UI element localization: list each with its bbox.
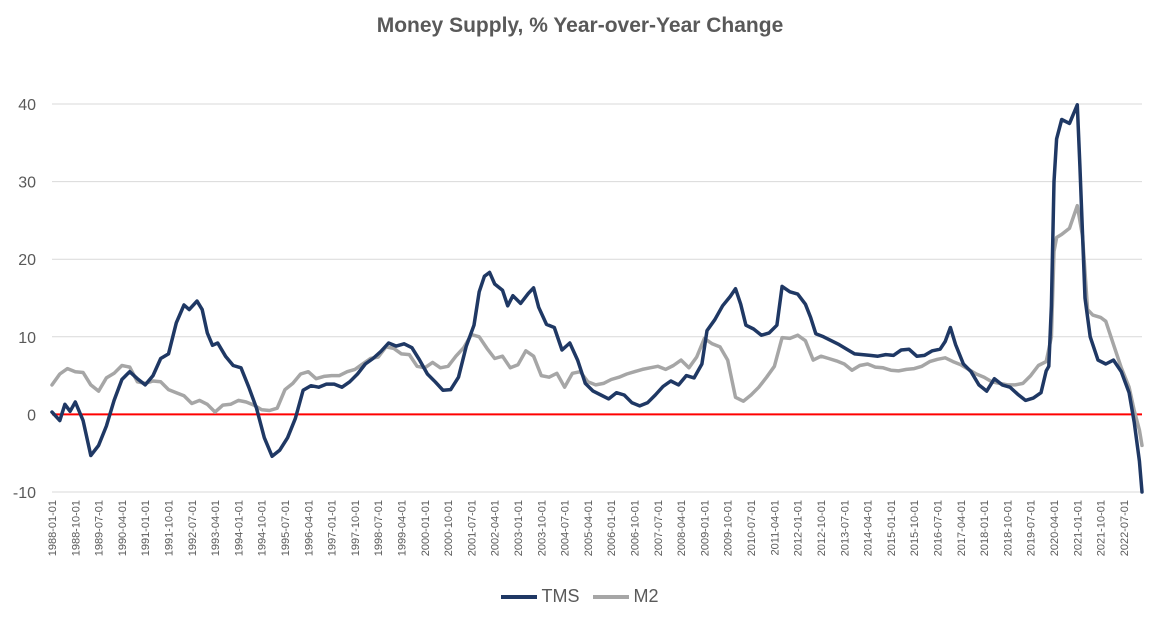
x-tick-label: 1994-01-01 — [233, 500, 245, 556]
x-tick-label: 2012-01-01 — [793, 500, 805, 556]
x-tick-label: 2002-04-01 — [490, 500, 502, 556]
x-tick-label: 2012-10-01 — [816, 500, 828, 556]
x-tick-label: 1991-10-01 — [164, 500, 176, 556]
x-tick-label: 1990-04-01 — [117, 500, 129, 556]
x-tick-label: 1991-01-01 — [140, 500, 152, 556]
x-tick-label: 2019-07-01 — [1026, 500, 1038, 556]
legend: TMS M2 — [0, 586, 1160, 607]
x-tick-label: 1994-10-01 — [257, 500, 269, 556]
x-tick-label: 1997-01-01 — [327, 500, 339, 556]
y-axis-ticks: -10 0 10 20 30 40 — [13, 97, 36, 502]
x-tick-label: 2009-10-01 — [723, 500, 735, 556]
series-lines — [50, 103, 1144, 494]
legend-swatch-m2 — [593, 594, 630, 599]
y-tick-label: 10 — [18, 330, 36, 347]
x-tick-label: 1997-10-01 — [350, 500, 362, 556]
x-tick-label: 2018-01-01 — [979, 500, 991, 556]
x-tick-label: 2015-01-01 — [886, 500, 898, 556]
x-tick-label: 2017-04-01 — [956, 500, 968, 556]
y-tick-label: 40 — [18, 97, 36, 114]
x-tick-label: 2022-07-01 — [1119, 500, 1131, 556]
x-tick-label: 1992-07-01 — [187, 500, 199, 556]
x-tick-label: 2021-10-01 — [1096, 500, 1108, 556]
legend-item-m2: M2 — [593, 586, 659, 607]
legend-label-m2: M2 — [633, 586, 659, 606]
legend-item-tms: TMS — [501, 586, 579, 607]
x-tick-label: 2008-04-01 — [676, 500, 688, 556]
x-tick-label: 2021-01-01 — [1072, 500, 1084, 556]
x-tick-label: 2014-04-01 — [863, 500, 875, 556]
gridlines — [52, 103, 1142, 493]
x-tick-label: 1995-07-01 — [280, 500, 292, 556]
chart-title: Money Supply, % Year-over-Year Change — [376, 14, 784, 37]
y-tick-label: 30 — [18, 175, 36, 192]
x-tick-label: 2006-01-01 — [606, 500, 618, 556]
x-axis-ticks: 1988-01-01 1988-10-01 1989-07-01 1990-04-01… — [47, 500, 1131, 556]
x-tick-label: 2013-07-01 — [839, 500, 851, 556]
x-tick-label: 1989-07-01 — [94, 500, 106, 556]
x-tick-label: 2010-07-01 — [746, 500, 758, 556]
x-tick-label: 1988-01-01 — [47, 500, 59, 556]
x-tick-label: 2001-07-01 — [466, 500, 478, 556]
x-tick-label: 2003-10-01 — [536, 500, 548, 556]
y-tick-label: -10 — [13, 485, 36, 502]
x-tick-label: 2006-10-01 — [630, 500, 642, 556]
series-line-tms — [50, 103, 1144, 494]
x-tick-label: 2003-01-01 — [513, 500, 525, 556]
x-tick-label: 2018-10-01 — [1002, 500, 1014, 556]
x-tick-label: 2004-07-01 — [560, 500, 572, 556]
legend-label-tms: TMS — [541, 586, 580, 606]
x-tick-label: 1993-04-01 — [210, 500, 222, 556]
x-tick-label: 1996-04-01 — [303, 500, 315, 556]
legend-swatch-tms — [501, 594, 538, 599]
series-line-m2 — [50, 203, 1144, 448]
x-tick-label: 2015-10-01 — [909, 500, 921, 556]
x-tick-label: 2000-10-01 — [443, 500, 455, 556]
x-tick-label: 2016-07-01 — [932, 500, 944, 556]
y-tick-label: 0 — [27, 407, 36, 424]
x-tick-label: 1999-04-01 — [397, 500, 409, 556]
x-tick-label: 1988-10-01 — [70, 500, 82, 556]
x-tick-label: 2011-04-01 — [769, 500, 781, 555]
x-tick-label: 1998-07-01 — [373, 500, 385, 556]
x-tick-label: 2005-04-01 — [583, 500, 595, 556]
x-tick-label: 2020-04-01 — [1049, 500, 1061, 556]
x-tick-label: 2009-01-01 — [699, 500, 711, 556]
x-tick-label: 2000-01-01 — [420, 500, 432, 556]
x-tick-label: 2007-07-01 — [653, 500, 665, 556]
y-tick-label: 20 — [18, 252, 36, 269]
